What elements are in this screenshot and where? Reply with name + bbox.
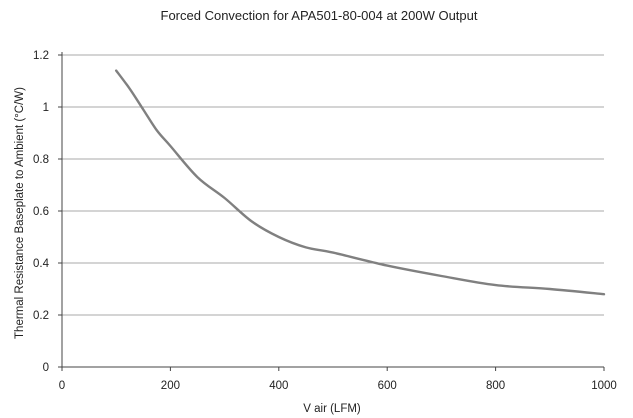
x-tick-label: 600 [378, 380, 397, 392]
x-axis-label: V air (LFM) [303, 403, 361, 415]
y-tick-label: 0.2 [33, 310, 49, 322]
axes: 0 0.2 0.4 0.6 0.8 1 1.2 0 200 400 600 800 1000 [33, 50, 617, 392]
x-tick-label: 800 [486, 380, 505, 392]
y-tick-label: 1 [43, 102, 49, 114]
y-tick-label: 0 [43, 362, 49, 374]
series-group [115, 69, 606, 296]
y-tick-label: 0.8 [33, 154, 49, 166]
chart-title: Forced Convection for APA501-80-004 at 2… [161, 8, 478, 23]
grid-lines [62, 54, 604, 316]
y-tick-label: 1.2 [33, 50, 49, 62]
x-tick-label: 0 [59, 380, 65, 392]
x-tick-label: 1000 [591, 380, 617, 392]
x-tick-label: 200 [161, 380, 180, 392]
y-tick-label: 0.4 [33, 258, 50, 270]
y-tick-label: 0.6 [33, 206, 49, 218]
series-line [115, 69, 606, 296]
y-axis-label: Thermal Resistance Baseplate to Ambient … [14, 87, 26, 339]
x-tick-label: 400 [269, 380, 288, 392]
